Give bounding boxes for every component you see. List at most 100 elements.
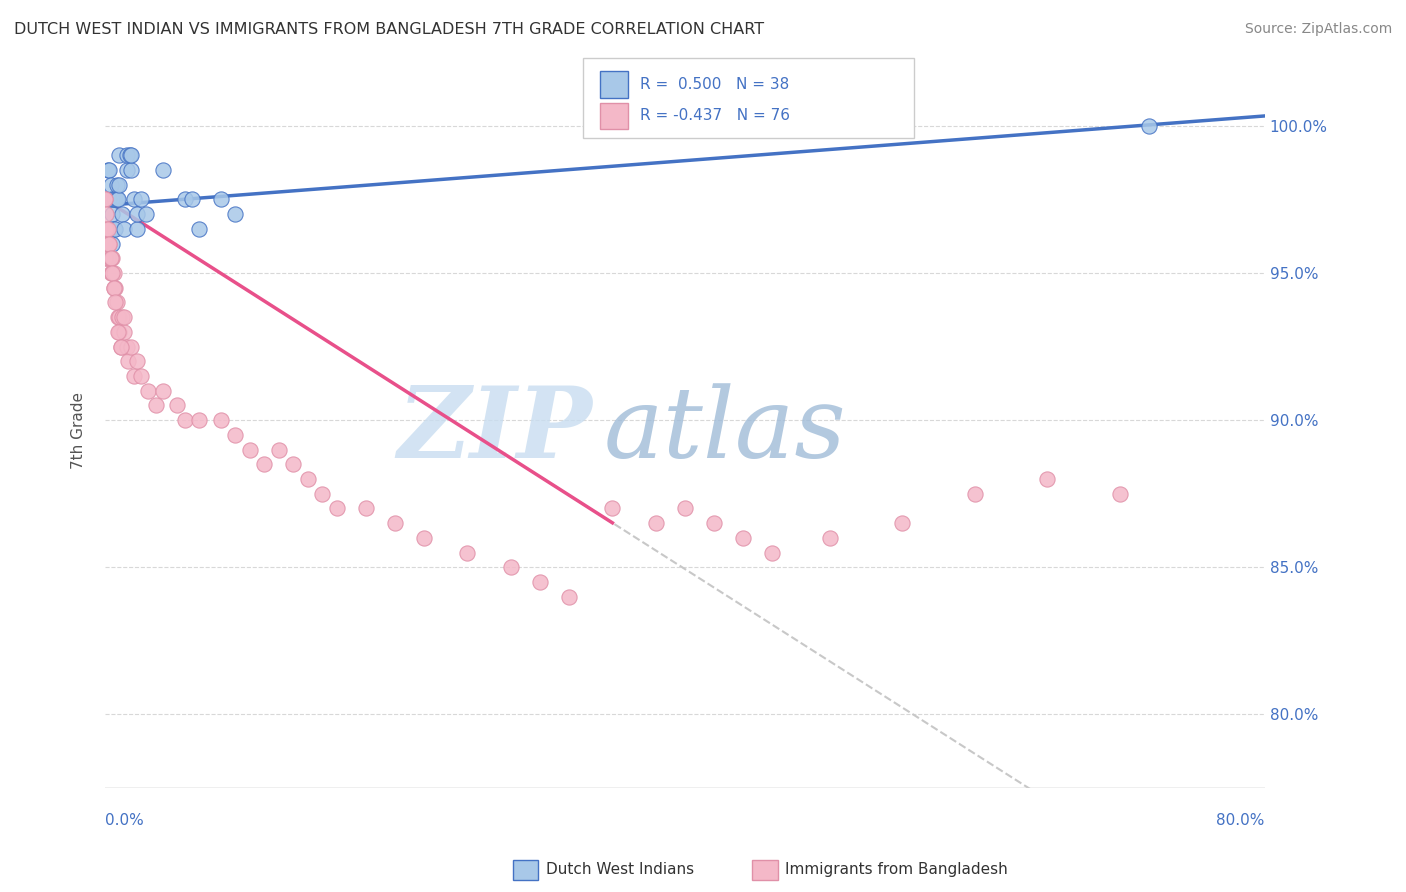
Point [239,442,262,457]
Point [103,266,125,280]
Point [499,560,522,574]
Point [267,442,290,457]
Point [108,325,131,339]
Point [120,163,142,178]
Point [891,516,914,530]
Point [120,340,142,354]
Point [384,516,406,530]
Point [105,295,128,310]
Point [96,207,118,221]
Point [181,193,204,207]
Point [224,428,246,442]
Point [108,148,131,162]
Point [761,545,783,559]
Text: 0.0%: 0.0% [105,813,143,828]
Point [110,340,132,354]
Point [173,413,195,427]
Point [188,413,211,427]
Point [135,207,157,221]
Point [731,531,754,545]
Point [108,178,131,192]
Point [108,310,131,325]
Point [529,574,551,589]
Point [97,252,120,266]
Point [111,207,134,221]
Point [97,222,120,236]
Point [125,222,148,236]
Point [105,178,128,192]
Point [105,193,128,207]
Point [98,193,121,207]
Point [101,193,124,207]
Text: ZIP: ZIP [396,382,592,479]
Text: Dutch West Indians: Dutch West Indians [546,863,693,877]
Point [94,252,117,266]
Point [101,266,124,280]
Point [129,193,152,207]
Point [107,325,129,339]
Text: R = -0.437   N = 76: R = -0.437 N = 76 [640,109,790,123]
Point [100,178,122,192]
Point [1137,119,1160,133]
Point [326,501,349,516]
Point [96,252,118,266]
Point [152,384,174,398]
Point [297,472,319,486]
Text: 80.0%: 80.0% [1216,813,1265,828]
Point [107,310,129,325]
Point [1036,472,1059,486]
Point [645,516,668,530]
Point [103,281,125,295]
Text: Immigrants from Bangladesh: Immigrants from Bangladesh [785,863,1007,877]
Y-axis label: 7th Grade: 7th Grade [72,392,86,469]
Point [125,207,148,221]
Point [138,384,160,398]
Point [129,369,152,384]
Point [104,281,127,295]
Point [112,310,135,325]
Point [103,281,125,295]
Point [354,501,377,516]
Point [96,222,118,236]
Point [413,531,436,545]
Point [97,163,120,178]
Point [100,222,122,236]
Point [103,222,125,236]
Point [166,399,188,413]
Point [115,340,138,354]
Point [98,163,121,178]
Point [152,163,174,178]
Point [101,266,124,280]
Point [94,193,117,207]
Point [253,458,276,472]
Point [311,486,333,500]
Point [963,486,986,500]
Point [100,252,122,266]
Text: R =  0.500   N = 38: R = 0.500 N = 38 [640,78,789,92]
Point [145,399,167,413]
Point [96,236,118,251]
Point [115,163,138,178]
Point [100,252,122,266]
Point [209,193,232,207]
Point [118,148,141,162]
Point [101,252,124,266]
Text: Source: ZipAtlas.com: Source: ZipAtlas.com [1244,22,1392,37]
Point [818,531,841,545]
Point [125,354,148,368]
Point [103,193,125,207]
Point [96,193,118,207]
Point [94,236,117,251]
Point [703,516,725,530]
Point [115,148,138,162]
Point [94,222,117,236]
Point [112,325,135,339]
Point [120,148,142,162]
Point [107,193,129,207]
Point [602,501,624,516]
Point [224,207,246,221]
Point [188,222,211,236]
Point [209,413,232,427]
Point [117,354,139,368]
Point [98,252,121,266]
